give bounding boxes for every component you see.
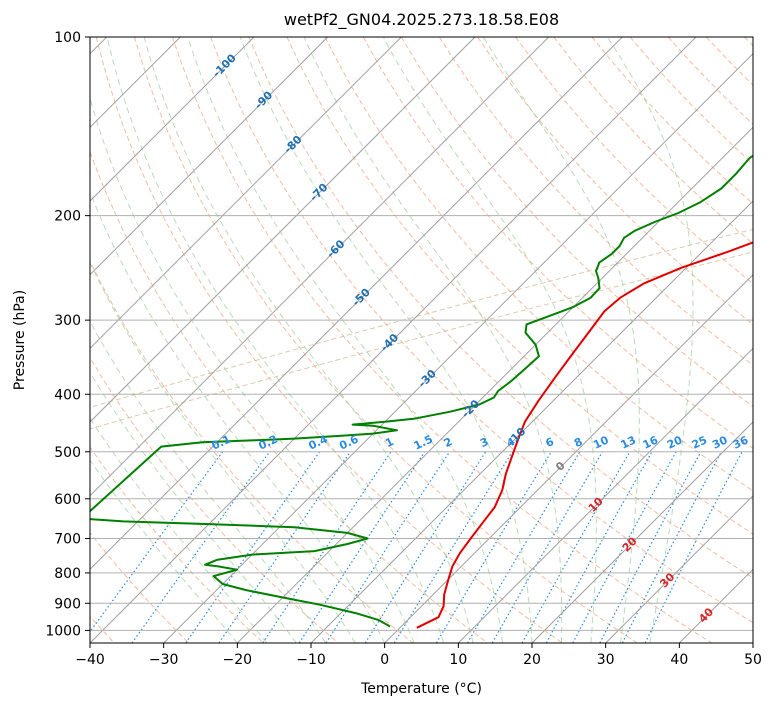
moist-adiabat — [607, 37, 694, 643]
y-tick-label: 100 — [54, 30, 81, 46]
dry-adiabat — [210, 37, 753, 624]
x-tick-label: −30 — [149, 652, 179, 668]
dry-adiabat — [172, 37, 712, 643]
mixing-ratio-line — [644, 451, 743, 643]
moist-adiabat — [382, 37, 597, 643]
x-tick-label: 0 — [380, 652, 389, 668]
y-tick-label: 1000 — [45, 623, 81, 639]
mixing-ratio-label: 16 — [641, 433, 661, 451]
mixing-ratio-line — [298, 451, 426, 643]
mixing-ratio-label: 10 — [591, 433, 611, 451]
mixing-ratio-line — [521, 451, 631, 643]
dry-adiabat — [324, 37, 753, 492]
isotherm-line — [236, 126, 753, 643]
y-tick-label: 600 — [54, 492, 81, 508]
mixing-ratio-line — [90, 451, 224, 633]
isotherm-line — [605, 494, 753, 643]
mixing-ratio-label: 13 — [619, 434, 638, 452]
dry-adiabat — [133, 37, 638, 643]
mixing-ratio-line — [435, 451, 552, 643]
dry-adiabat — [477, 37, 753, 325]
isotherm-line — [90, 37, 476, 423]
x-tick-label: 50 — [744, 652, 762, 668]
mixing-ratio-line — [185, 451, 321, 643]
y-tick-label: 800 — [54, 566, 81, 582]
moist-adiabat — [90, 459, 238, 643]
dry-adiabat — [286, 37, 753, 535]
mixing-ratio-label: 30 — [710, 433, 730, 451]
x-tick-label: 40 — [670, 652, 688, 668]
moist-adiabat — [187, 37, 503, 643]
y-tick-label: 300 — [54, 313, 81, 329]
y-tick-label: 900 — [54, 596, 81, 612]
mixing-ratio-label: 36 — [731, 433, 751, 451]
y-axis-label: Pressure (hPa) — [12, 290, 28, 390]
mixing-ratio-line — [545, 451, 653, 643]
x-tick-label: 20 — [523, 652, 541, 668]
sounding-curves — [90, 154, 753, 629]
temperature-line — [416, 241, 753, 629]
mixing-ratio-line — [218, 451, 351, 643]
mixing-ratio-label: 20 — [665, 433, 685, 451]
mixing-ratio-line — [572, 451, 677, 643]
y-tick-label: 500 — [54, 445, 81, 461]
tan-curve — [90, 228, 753, 408]
moist-adiabat — [90, 371, 297, 643]
y-tick-label: 700 — [54, 532, 81, 548]
dewpoint-line — [90, 154, 753, 628]
moist-adiabat — [239, 37, 533, 643]
mixing-ratio-line — [599, 451, 702, 643]
y-axis: 1000 900 800 700 600 500 400 300 200 100 — [45, 30, 90, 639]
isotherm-line — [90, 37, 550, 497]
dry-adiabat — [400, 37, 753, 408]
dry-adiabat — [248, 37, 753, 579]
isotherm-line — [90, 37, 697, 643]
isotherm-line — [90, 37, 255, 202]
isotherm-line — [90, 37, 329, 276]
dry-adiabat — [90, 532, 190, 643]
dry-adiabat — [90, 356, 339, 643]
isotherm-line — [384, 273, 753, 643]
moist-adiabat — [482, 37, 640, 643]
dry-adiabat — [90, 150, 488, 643]
isotherm-line — [90, 37, 623, 571]
moist-adiabat — [143, 37, 474, 643]
isotherm-line — [310, 200, 753, 643]
mixing-ratio-line — [325, 451, 451, 643]
y-tick-label: 400 — [54, 387, 81, 403]
x-tick-label: −10 — [296, 652, 326, 668]
mixing-ratio-label: 25 — [690, 434, 709, 452]
plot-frame — [89, 36, 754, 644]
isotherm-line — [90, 37, 402, 350]
isotherm-line — [457, 347, 753, 643]
moist-adiabat — [303, 37, 563, 643]
x-tick-label: 30 — [597, 652, 615, 668]
isotherm-line — [163, 52, 753, 643]
x-tick-label: 10 — [449, 652, 467, 668]
dry-adiabat — [95, 37, 563, 643]
x-axis-label: Temperature (°C) — [360, 681, 482, 697]
dry-adiabat — [90, 446, 264, 643]
moist-adiabat — [90, 261, 356, 643]
grid — [90, 37, 753, 631]
dry-adiabat — [90, 259, 414, 643]
mixing-ratio-line — [262, 451, 392, 643]
isotherm-line — [531, 421, 753, 643]
chart-title: wetPf2_GN04.2025.273.18.58.E08 — [284, 10, 559, 30]
moist-adiabat — [106, 37, 445, 643]
moist-adiabat — [90, 417, 268, 643]
mixing-ratio-line — [364, 451, 487, 643]
moist-adiabat — [90, 190, 386, 643]
x-tick-label: −20 — [223, 652, 253, 668]
x-axis: −40 −30 −20 −10 0 10 20 30 40 50 — [75, 643, 762, 668]
mixing-ratio-line — [131, 451, 271, 643]
x-tick-label: −40 — [75, 652, 105, 668]
dry-adiabat — [515, 37, 753, 285]
y-tick-label: 200 — [54, 209, 81, 225]
moist-adiabat — [90, 96, 415, 643]
